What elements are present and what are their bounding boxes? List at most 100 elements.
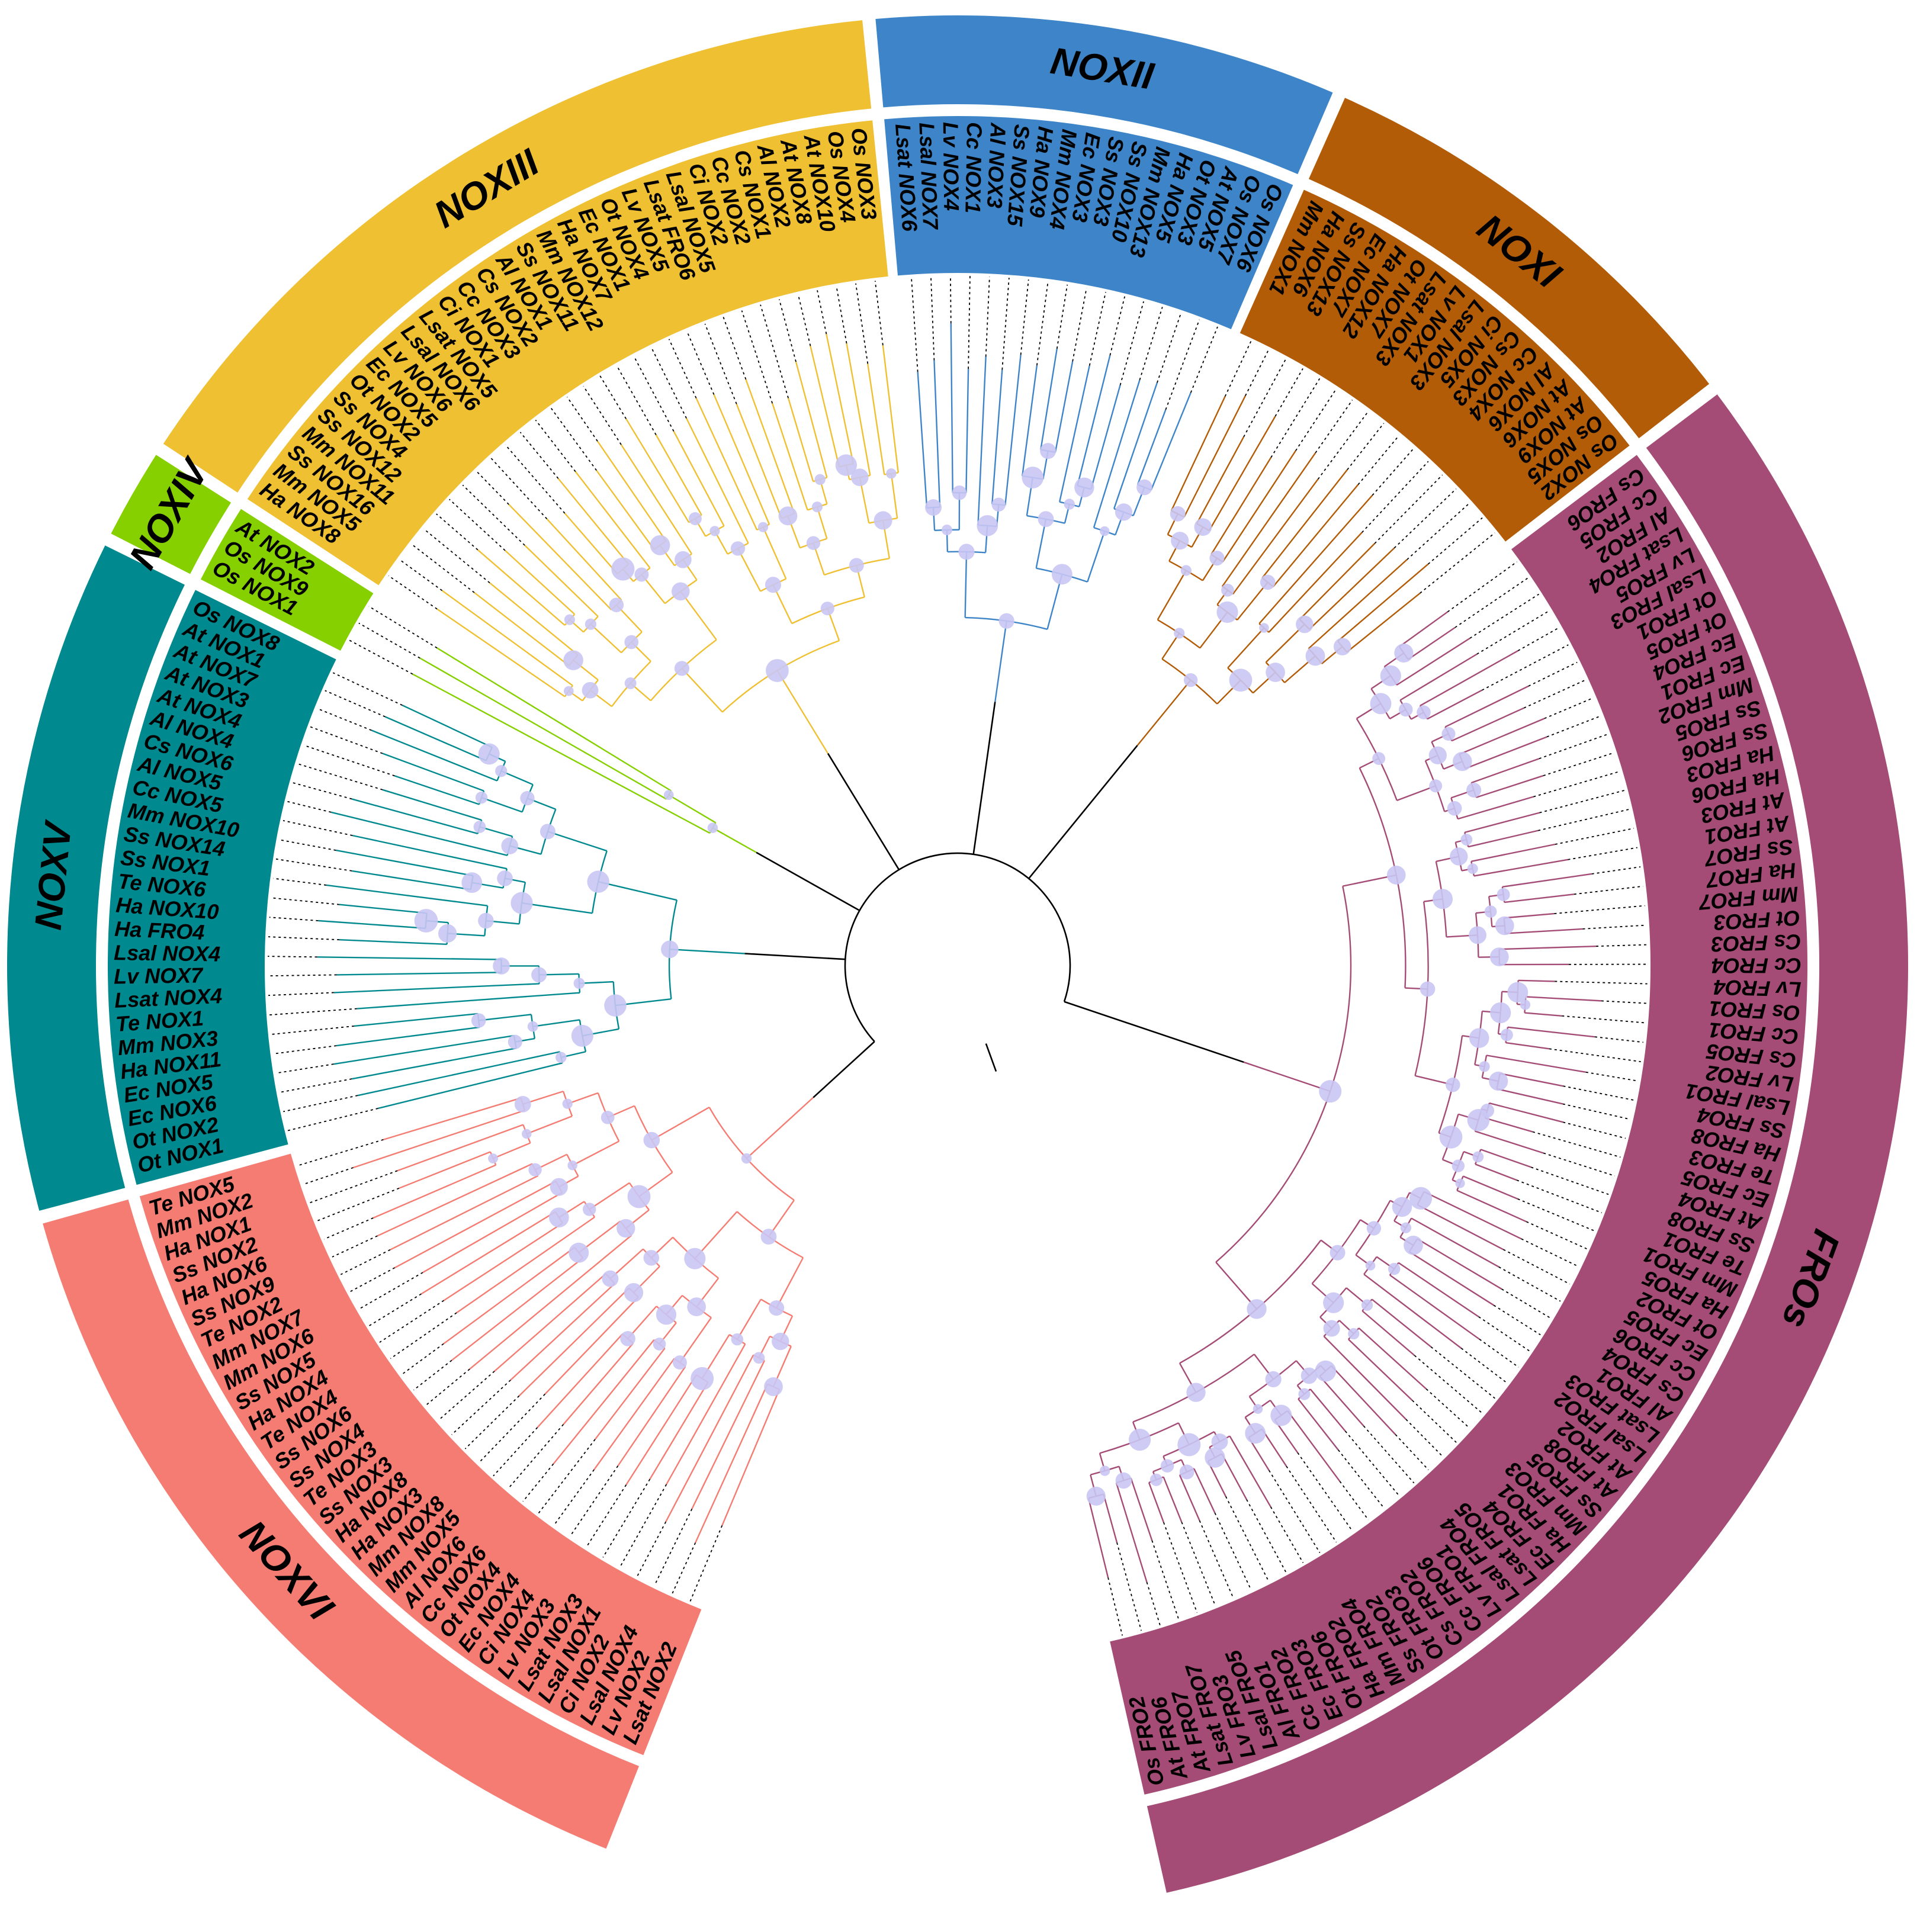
leaf-connector: [1357, 435, 1399, 486]
bootstrap-marker: [1455, 1178, 1465, 1188]
bootstrap-marker: [571, 1024, 593, 1047]
root-stem: [985, 1043, 997, 1072]
bootstrap-marker: [562, 1098, 573, 1109]
leaf-connector: [451, 1380, 511, 1435]
leaf-connector: [1339, 1481, 1369, 1520]
branch: [1497, 1088, 1563, 1105]
branch: [1170, 396, 1226, 512]
clade-band-noxiv: [200, 509, 374, 651]
branch: [357, 1051, 560, 1097]
bootstrap-marker: [806, 536, 821, 550]
branch: [1408, 626, 1456, 660]
bootstrap-marker: [643, 1131, 660, 1149]
branch: [510, 1282, 615, 1381]
branch: [402, 705, 493, 748]
bootstrap-marker: [1186, 1383, 1206, 1402]
branch: [1396, 785, 1436, 802]
bootstrap-marker: [1209, 551, 1225, 566]
leaf-label: Lsat NOX4: [114, 983, 223, 1012]
branch: [382, 789, 482, 821]
branch: [567, 1092, 599, 1105]
bootstrap-marker: [1205, 1447, 1225, 1468]
branch: [373, 1164, 496, 1219]
bootstrap-marker: [1409, 1187, 1433, 1210]
branch: [1473, 859, 1568, 877]
bootstrap-marker: [757, 522, 769, 532]
leaf-connector: [449, 499, 506, 551]
branch: [494, 1273, 606, 1372]
leaf-connector: [1469, 593, 1540, 639]
bootstrap-marker: [550, 1178, 568, 1196]
leaf-label: Lsal NOX7: [914, 122, 943, 230]
leaf-connector: [1454, 577, 1529, 628]
leaf-label: Lv NOX4: [939, 122, 964, 211]
leaf-connector: [1362, 461, 1429, 533]
branch-arc: [1215, 886, 1352, 1263]
leaf-label: Al NOX3: [982, 122, 1011, 209]
branch: [394, 1181, 557, 1269]
branch: [1485, 1117, 1533, 1133]
bootstrap-marker: [1265, 1371, 1282, 1388]
leaf-connector: [269, 917, 319, 921]
bootstrap-marker: [730, 541, 746, 556]
bootstrap-marker: [998, 613, 1014, 629]
branch: [546, 518, 622, 601]
bootstrap-marker: [1221, 583, 1234, 597]
bootstrap-marker: [1170, 506, 1186, 522]
branch: [469, 1235, 632, 1370]
leaf-connector: [1546, 715, 1601, 738]
leaf-connector: [817, 290, 827, 335]
bootstrap-marker: [643, 1250, 660, 1266]
branch: [544, 1297, 639, 1395]
branch: [547, 831, 608, 852]
clade-band-noxv: [108, 590, 336, 1185]
bootstrap-marker: [510, 892, 533, 914]
leaf-connector: [462, 484, 525, 546]
bootstrap-marker: [1489, 1071, 1508, 1091]
leaf-connector: [1420, 532, 1495, 594]
leaf-connector: [309, 1170, 398, 1204]
branch: [1090, 385, 1121, 490]
leaf-connector: [633, 356, 675, 432]
branch: [681, 668, 723, 713]
bootstrap-marker: [1128, 1428, 1151, 1451]
branch: [371, 729, 497, 782]
leaf-connectors: [268, 276, 1648, 1636]
leaf-connector: [1447, 561, 1517, 613]
leaf-connector: [1407, 503, 1470, 560]
branch: [385, 716, 487, 761]
leaf-connector: [1562, 1015, 1646, 1024]
leaf-connector: [276, 1063, 334, 1074]
bootstrap-marker: [741, 1153, 752, 1164]
bootstrap-marker: [766, 659, 789, 682]
bootstrap-marker: [495, 765, 508, 777]
leaf-connector: [1478, 1316, 1530, 1352]
branch: [351, 798, 479, 835]
bootstrap-marker: [563, 686, 574, 696]
leaf-connector: [599, 375, 627, 419]
leaf-connector: [275, 858, 352, 872]
bootstrap-marker: [1211, 1433, 1228, 1450]
leaf-connector: [269, 1008, 357, 1016]
bootstrap-marker: [1400, 1222, 1412, 1233]
branch: [1486, 1055, 1587, 1073]
leaf-connector: [476, 471, 509, 505]
bootstrap-marker: [582, 1203, 596, 1216]
branch: [1196, 436, 1245, 524]
branch: [1035, 519, 1047, 568]
branch: [1319, 1375, 1364, 1426]
branch: [776, 670, 829, 754]
leaf-connector: [1430, 1346, 1495, 1399]
branch: [1183, 396, 1246, 517]
bootstrap-marker: [627, 1185, 651, 1208]
leaf-connector: [1501, 1288, 1551, 1319]
branch: [574, 471, 651, 568]
bootstrap-marker: [1450, 847, 1468, 866]
branch: [1208, 416, 1276, 531]
branch: [1507, 1026, 1595, 1038]
branch: [1308, 559, 1408, 650]
bootstrap-marker: [1479, 1061, 1490, 1072]
bootstrap-marker: [1177, 1433, 1201, 1457]
branch: [1427, 689, 1482, 720]
